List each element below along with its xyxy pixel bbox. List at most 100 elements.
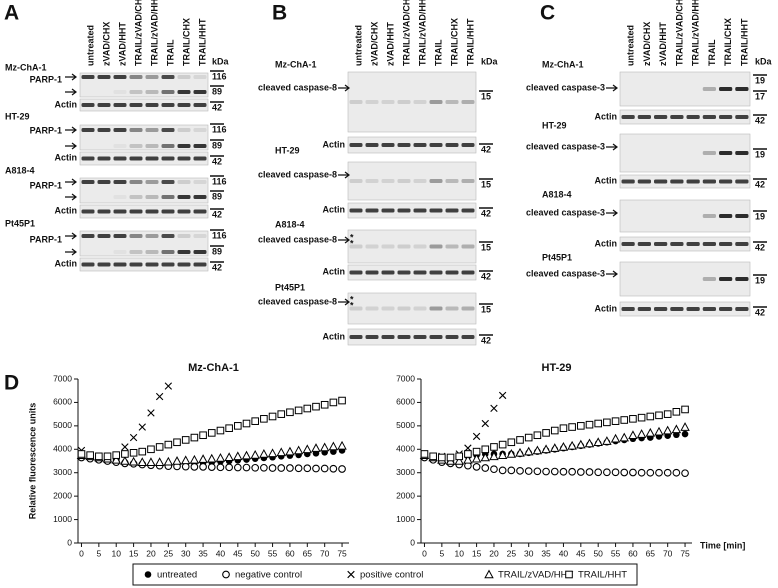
point [320, 400, 329, 409]
marker-kda: 116 [212, 176, 227, 186]
band [429, 335, 443, 339]
band [654, 307, 668, 311]
band [381, 179, 395, 183]
point [268, 464, 277, 472]
band [429, 270, 443, 275]
band [702, 277, 716, 281]
point [137, 457, 148, 466]
blot-strip [619, 301, 751, 317]
marker-kda: 89 [212, 246, 222, 256]
marker-kda: 116 [212, 230, 227, 240]
marker-kda: 42 [755, 307, 765, 317]
band [81, 156, 95, 161]
y-tick-label: 1000 [53, 514, 72, 524]
point [163, 456, 174, 466]
band [113, 144, 127, 148]
point [472, 463, 481, 471]
x-axis-label: Time [min] [700, 540, 745, 550]
marker-kda: 15 [481, 91, 491, 101]
point [524, 433, 533, 442]
point [225, 424, 233, 432]
point [610, 433, 621, 443]
band [445, 179, 459, 183]
row-label: Actin [323, 266, 346, 276]
band [97, 75, 111, 79]
point [155, 392, 164, 401]
y-tick-label: 3000 [53, 467, 72, 477]
point [138, 423, 146, 431]
lane-label: zVAD/HHT [385, 22, 395, 66]
band [113, 234, 127, 238]
blot-background [619, 301, 751, 317]
arrow [65, 193, 77, 201]
point [542, 429, 550, 437]
marker-kda: 42 [755, 115, 765, 125]
point [164, 382, 173, 390]
point [268, 412, 277, 421]
band [670, 115, 684, 119]
blot-strip [79, 204, 209, 219]
band [161, 144, 175, 148]
y-tick-label: 3000 [396, 467, 415, 477]
marker-kda: 15 [481, 242, 491, 252]
y-tick-label: 0 [67, 537, 72, 547]
blot-strip [347, 161, 477, 201]
band [193, 103, 207, 107]
point [129, 433, 138, 442]
band [129, 103, 143, 107]
blot-background [347, 136, 477, 154]
point [628, 430, 638, 440]
band [177, 156, 191, 161]
point [128, 456, 139, 466]
band [145, 234, 159, 238]
band [349, 143, 363, 147]
band [381, 270, 395, 275]
band [461, 100, 475, 104]
band [81, 234, 95, 238]
band [702, 151, 716, 155]
x-tick-label: 0 [79, 548, 84, 558]
band [365, 143, 379, 147]
band [81, 180, 95, 184]
blot-background [347, 292, 477, 325]
band [129, 234, 143, 238]
point [490, 465, 498, 474]
y-tick-label: 4000 [53, 444, 72, 454]
marker-kda: 116 [212, 71, 227, 81]
blot-background [619, 174, 751, 189]
asterisk: * [350, 294, 354, 304]
band [381, 335, 395, 339]
point [260, 463, 268, 472]
point [251, 417, 259, 425]
band [161, 128, 175, 132]
point [576, 439, 586, 449]
blot-strip [79, 257, 209, 272]
band [413, 306, 427, 311]
point [138, 447, 147, 456]
row-label: cleaved caspase-3 [526, 141, 605, 151]
band [193, 250, 207, 254]
point [620, 468, 629, 477]
row-label: Actin [55, 205, 78, 215]
band [413, 244, 427, 249]
band [445, 270, 459, 275]
point [611, 468, 620, 477]
band [129, 156, 143, 161]
arrow [338, 298, 350, 306]
band [735, 115, 749, 119]
lane-label: TRAIL [165, 39, 175, 66]
band [113, 262, 127, 267]
band [381, 208, 395, 213]
arrow [65, 88, 77, 96]
band [735, 87, 749, 91]
band [461, 244, 475, 249]
band [397, 100, 411, 104]
band [413, 179, 427, 183]
band [621, 242, 635, 246]
arrow [65, 142, 77, 150]
blot-strip [619, 71, 751, 107]
point [576, 468, 585, 476]
x-tick-label: 5 [96, 548, 101, 558]
marker-kda: 42 [481, 335, 491, 345]
band [129, 195, 143, 199]
